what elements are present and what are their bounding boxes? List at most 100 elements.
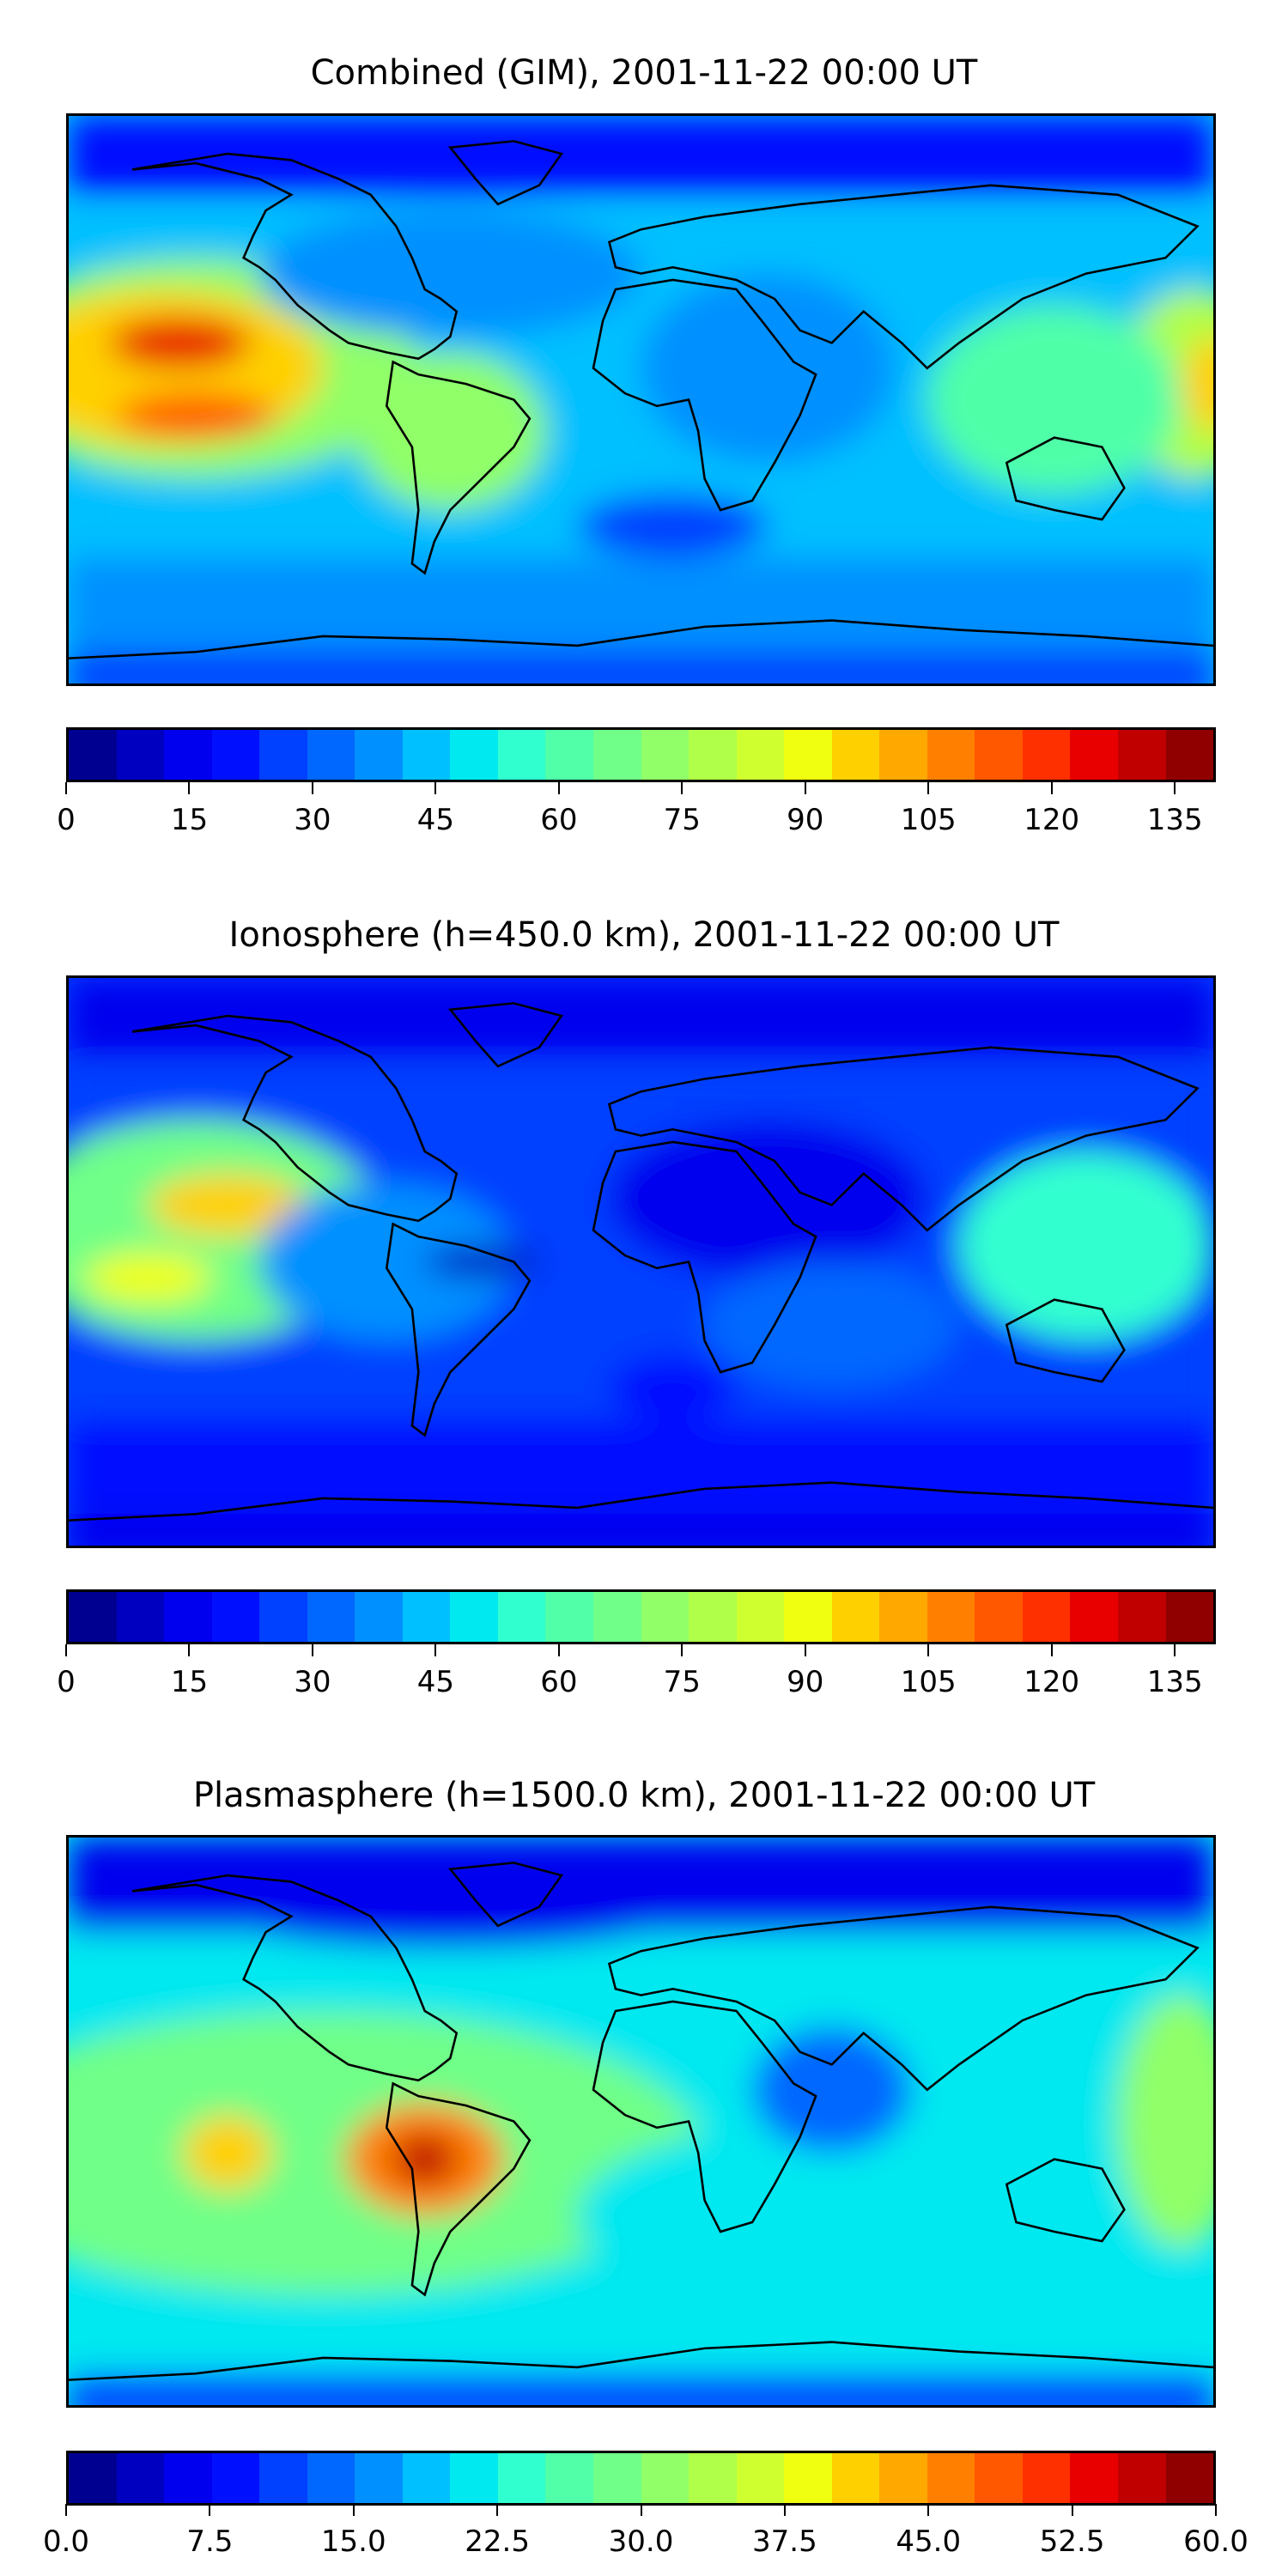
colorbar-level (689, 2453, 737, 2503)
map-ionosphere (66, 975, 1216, 1548)
colorbar-level (450, 1592, 498, 1642)
colorbar-level (164, 730, 212, 780)
colorbar-level (259, 1592, 307, 1642)
coastline (385, 360, 532, 575)
field-band (69, 2279, 1213, 2374)
colorbar-tick (681, 782, 683, 794)
colorbar-level (164, 1592, 212, 1642)
field-contour (1117, 1995, 1213, 2248)
colorbar-tick-label: 135 (1146, 803, 1203, 837)
coastline (1005, 1298, 1126, 1383)
colorbar-tick-label: 75 (663, 803, 701, 837)
colorbar-level (116, 1592, 165, 1642)
colorbar-level (259, 2453, 307, 2503)
field-band (69, 652, 1213, 683)
colorbar-tick (927, 1644, 930, 1656)
colorbar-level (1165, 1592, 1214, 1642)
colorbar-tick (681, 1644, 683, 1656)
colorbar-level (497, 1592, 546, 1642)
colorbar-combined (66, 727, 1216, 782)
colorbar-level (402, 1592, 451, 1642)
coastline (447, 1862, 564, 1928)
colorbar-level (879, 730, 927, 780)
colorbar-tick (311, 782, 313, 794)
coastline (385, 1222, 532, 1437)
colorbar-tick-label: 45 (416, 1665, 455, 1699)
plot-title-plasmasphere: Plasmasphere (h=1500.0 km), 2001-11-22 0… (192, 1776, 1096, 1815)
colorbar-level (355, 1592, 403, 1642)
field-contour (577, 2121, 1086, 2311)
colorbar-tick (65, 782, 67, 794)
field-band (69, 2373, 1213, 2405)
coastline (69, 1481, 1213, 1522)
field-contour (116, 393, 276, 438)
colorbar-level (402, 2453, 451, 2503)
colorbar-tick (311, 1644, 313, 1656)
colorbar-level (689, 730, 737, 780)
colorbar-tick (557, 782, 560, 794)
colorbar-tick-label: 15.0 (320, 2524, 386, 2559)
colorbar-ticks-ionosphere: 0 15 30 45 60 75 90 105 120 135 (57, 1644, 1216, 1699)
colorbar-level (689, 1592, 737, 1642)
field-contour (958, 1151, 1213, 1341)
colorbar-ticks-combined: 0 15 30 45 60 75 90 105 120 135 (57, 782, 1216, 837)
colorbar-tick-label: 120 (1024, 803, 1080, 837)
colorbar-level (1022, 1592, 1071, 1642)
colorbar-level (975, 730, 1023, 780)
colorbar-tick-label: 90 (787, 1665, 824, 1699)
colorbar-tick-label: 0 (57, 1665, 76, 1699)
coastline (385, 2081, 532, 2297)
colorbar-tick-label: 30 (294, 803, 331, 837)
coastline (131, 1014, 459, 1223)
colorbar-level (927, 730, 975, 780)
colorbar-level (641, 730, 690, 780)
colorbar-level (307, 1592, 355, 1642)
colorbar-tick (804, 1644, 806, 1656)
coastline (69, 2341, 1213, 2381)
colorbar-level (497, 2453, 546, 2503)
colorbar-tick-label: 52.5 (1039, 2524, 1105, 2559)
colorbar-level (975, 2453, 1023, 2503)
colorbar-level (1070, 730, 1119, 780)
colorbar-level (593, 730, 641, 780)
colorbar-tick-label: 105 (900, 1665, 957, 1699)
colorbar-tick-label: 30.0 (608, 2524, 674, 2559)
field-contour (609, 1120, 927, 1278)
colorbar-level (831, 730, 880, 780)
field-band (69, 1514, 1213, 1546)
colorbar-tick-label: 0 (57, 803, 76, 837)
colorbar-tick-label: 75 (663, 1665, 701, 1699)
colorbar-level (545, 730, 594, 780)
colorbar-level (927, 2453, 975, 2503)
field-contour (228, 1885, 673, 1948)
colorbar-level (736, 1592, 785, 1642)
colorbar-level (736, 730, 785, 780)
field-contour (609, 1356, 737, 1420)
colorbar-level (927, 1592, 975, 1642)
colorbar-level (545, 2453, 594, 2503)
colorbar-level (784, 2453, 832, 2503)
colorbar-tick (209, 2504, 211, 2516)
colorbar-level (879, 2453, 927, 2503)
colorbar-tick (927, 782, 930, 794)
colorbar-level (355, 730, 403, 780)
colorbar-tick-label: 120 (1024, 1665, 1080, 1699)
colorbar-ionosphere (66, 1589, 1216, 1644)
colorbar-tick (927, 2504, 930, 2516)
colorbar-level (450, 730, 498, 780)
colorbar-level (259, 730, 307, 780)
colorbar-tick-label: 60 (540, 1665, 578, 1699)
colorbar-tick (1050, 1644, 1053, 1656)
colorbar-tick-label: 37.5 (752, 2524, 817, 2559)
colorbar-tick (640, 2504, 642, 2516)
coastline (1005, 436, 1126, 521)
colorbar-level (69, 2453, 117, 2503)
colorbar-level (69, 730, 117, 780)
coastline (1005, 2158, 1126, 2243)
field-contour (259, 210, 641, 337)
colorbar-level (831, 2453, 880, 2503)
colorbar-level (736, 2453, 785, 2503)
field-contour (424, 1246, 540, 1278)
coastline (607, 1046, 1200, 1232)
coastline (131, 1874, 459, 2082)
